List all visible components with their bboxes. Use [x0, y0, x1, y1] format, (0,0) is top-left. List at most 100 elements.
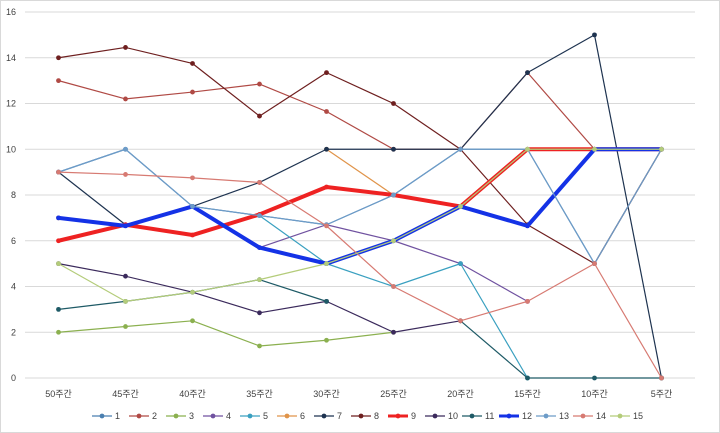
- data-point: [324, 223, 329, 229]
- legend-swatch-marker: [173, 413, 179, 419]
- data-point: [525, 223, 530, 229]
- data-point: [324, 109, 329, 114]
- legend-label: 5: [263, 411, 268, 421]
- data-point: [56, 261, 61, 267]
- data-point: [458, 204, 463, 209]
- series-1: [56, 146, 664, 267]
- legend-label: 1: [115, 411, 120, 421]
- series-12: [56, 146, 664, 267]
- legend-item: 14: [573, 411, 606, 421]
- legend-swatch-marker: [580, 413, 586, 419]
- series-line: [58, 148, 662, 302]
- legend-item: 4: [203, 411, 231, 421]
- data-point: [257, 213, 262, 218]
- legend-item: 13: [536, 411, 569, 421]
- data-point: [391, 192, 396, 198]
- series-line: [58, 72, 662, 150]
- data-point: [391, 329, 396, 335]
- legend-item: 10: [425, 411, 458, 421]
- series-10: [56, 261, 463, 335]
- data-point: [190, 318, 195, 324]
- legend-item: 12: [499, 411, 532, 421]
- x-tick-label: 10주간: [581, 389, 608, 399]
- series-11: [56, 277, 664, 381]
- data-point: [123, 298, 128, 304]
- data-point: [659, 375, 664, 381]
- series-line: [58, 148, 663, 265]
- data-point: [391, 101, 396, 106]
- legend-swatch-marker: [358, 413, 364, 419]
- legend-item: 11: [462, 411, 494, 421]
- data-point: [123, 223, 128, 229]
- series-3: [56, 318, 396, 349]
- data-point: [123, 96, 128, 102]
- legend-swatch-marker: [506, 413, 512, 419]
- data-point: [190, 232, 195, 238]
- x-axis-ticks: 50주간 45주간 40주간 35주간 30주간 25주간 20주간 15주간 10주간 5주간: [45, 389, 672, 399]
- legend-label: 12: [522, 411, 532, 421]
- data-point: [257, 245, 262, 251]
- data-point: [190, 89, 195, 95]
- y-tick-label: 2: [11, 327, 16, 337]
- legend-label: 3: [189, 411, 194, 421]
- data-point: [592, 375, 597, 381]
- legend-label: 13: [559, 411, 569, 421]
- legend-item: 5: [240, 411, 268, 421]
- legend: 1 2 3 4 5 6 7 8 9 10 11 12 13 14 15: [92, 411, 643, 421]
- data-point: [324, 298, 329, 304]
- series-line: [58, 147, 662, 266]
- y-tick-label: 0: [11, 373, 16, 383]
- data-point: [525, 146, 530, 152]
- data-point: [592, 146, 597, 152]
- data-point: [56, 238, 61, 244]
- data-point: [190, 61, 195, 66]
- x-tick-label: 20주간: [447, 389, 474, 399]
- legend-swatch-marker: [321, 413, 327, 419]
- legend-label: 2: [152, 411, 157, 421]
- series-7: [56, 32, 664, 381]
- series-line: [58, 34, 663, 379]
- data-point: [592, 32, 597, 38]
- data-point: [257, 81, 262, 87]
- series-2: [56, 70, 664, 152]
- legend-label: 11: [485, 411, 494, 421]
- legend-swatch-marker: [247, 413, 253, 419]
- data-point: [257, 113, 262, 119]
- legend-label: 4: [226, 411, 231, 421]
- data-point: [391, 238, 396, 244]
- legend-item: 15: [610, 411, 643, 421]
- y-tick-label: 4: [11, 282, 16, 292]
- data-point: [56, 329, 61, 335]
- data-point: [458, 146, 463, 152]
- data-point: [190, 175, 195, 181]
- data-point: [525, 70, 530, 76]
- data-point: [458, 318, 463, 324]
- legend-item: 6: [277, 411, 305, 421]
- legend-item: 3: [166, 411, 194, 421]
- data-point: [56, 306, 61, 312]
- x-tick-label: 5주간: [651, 389, 673, 399]
- x-tick-label: 45주간: [112, 389, 139, 399]
- data-point: [391, 284, 396, 289]
- data-point: [190, 204, 195, 209]
- y-tick-label: 8: [11, 190, 16, 200]
- y-tick-label: 12: [6, 99, 16, 109]
- data-point: [324, 184, 329, 190]
- series-line: [259, 224, 528, 302]
- data-point: [56, 78, 61, 84]
- data-point: [123, 45, 128, 50]
- x-tick-label: 50주간: [45, 389, 72, 399]
- legend-label: 6: [300, 411, 305, 421]
- y-axis-ticks: 0 2 4 6 8 10 12 14 16: [6, 7, 16, 383]
- legend-item: 8: [351, 411, 379, 421]
- data-point: [458, 261, 463, 267]
- series-line: [58, 171, 663, 379]
- legend-item: 9: [388, 411, 416, 421]
- data-point: [257, 343, 262, 349]
- data-point: [257, 180, 262, 185]
- series-15: [56, 146, 664, 304]
- legend-label: 9: [411, 411, 416, 421]
- legend-label: 15: [633, 411, 643, 421]
- gridlines: [25, 11, 695, 379]
